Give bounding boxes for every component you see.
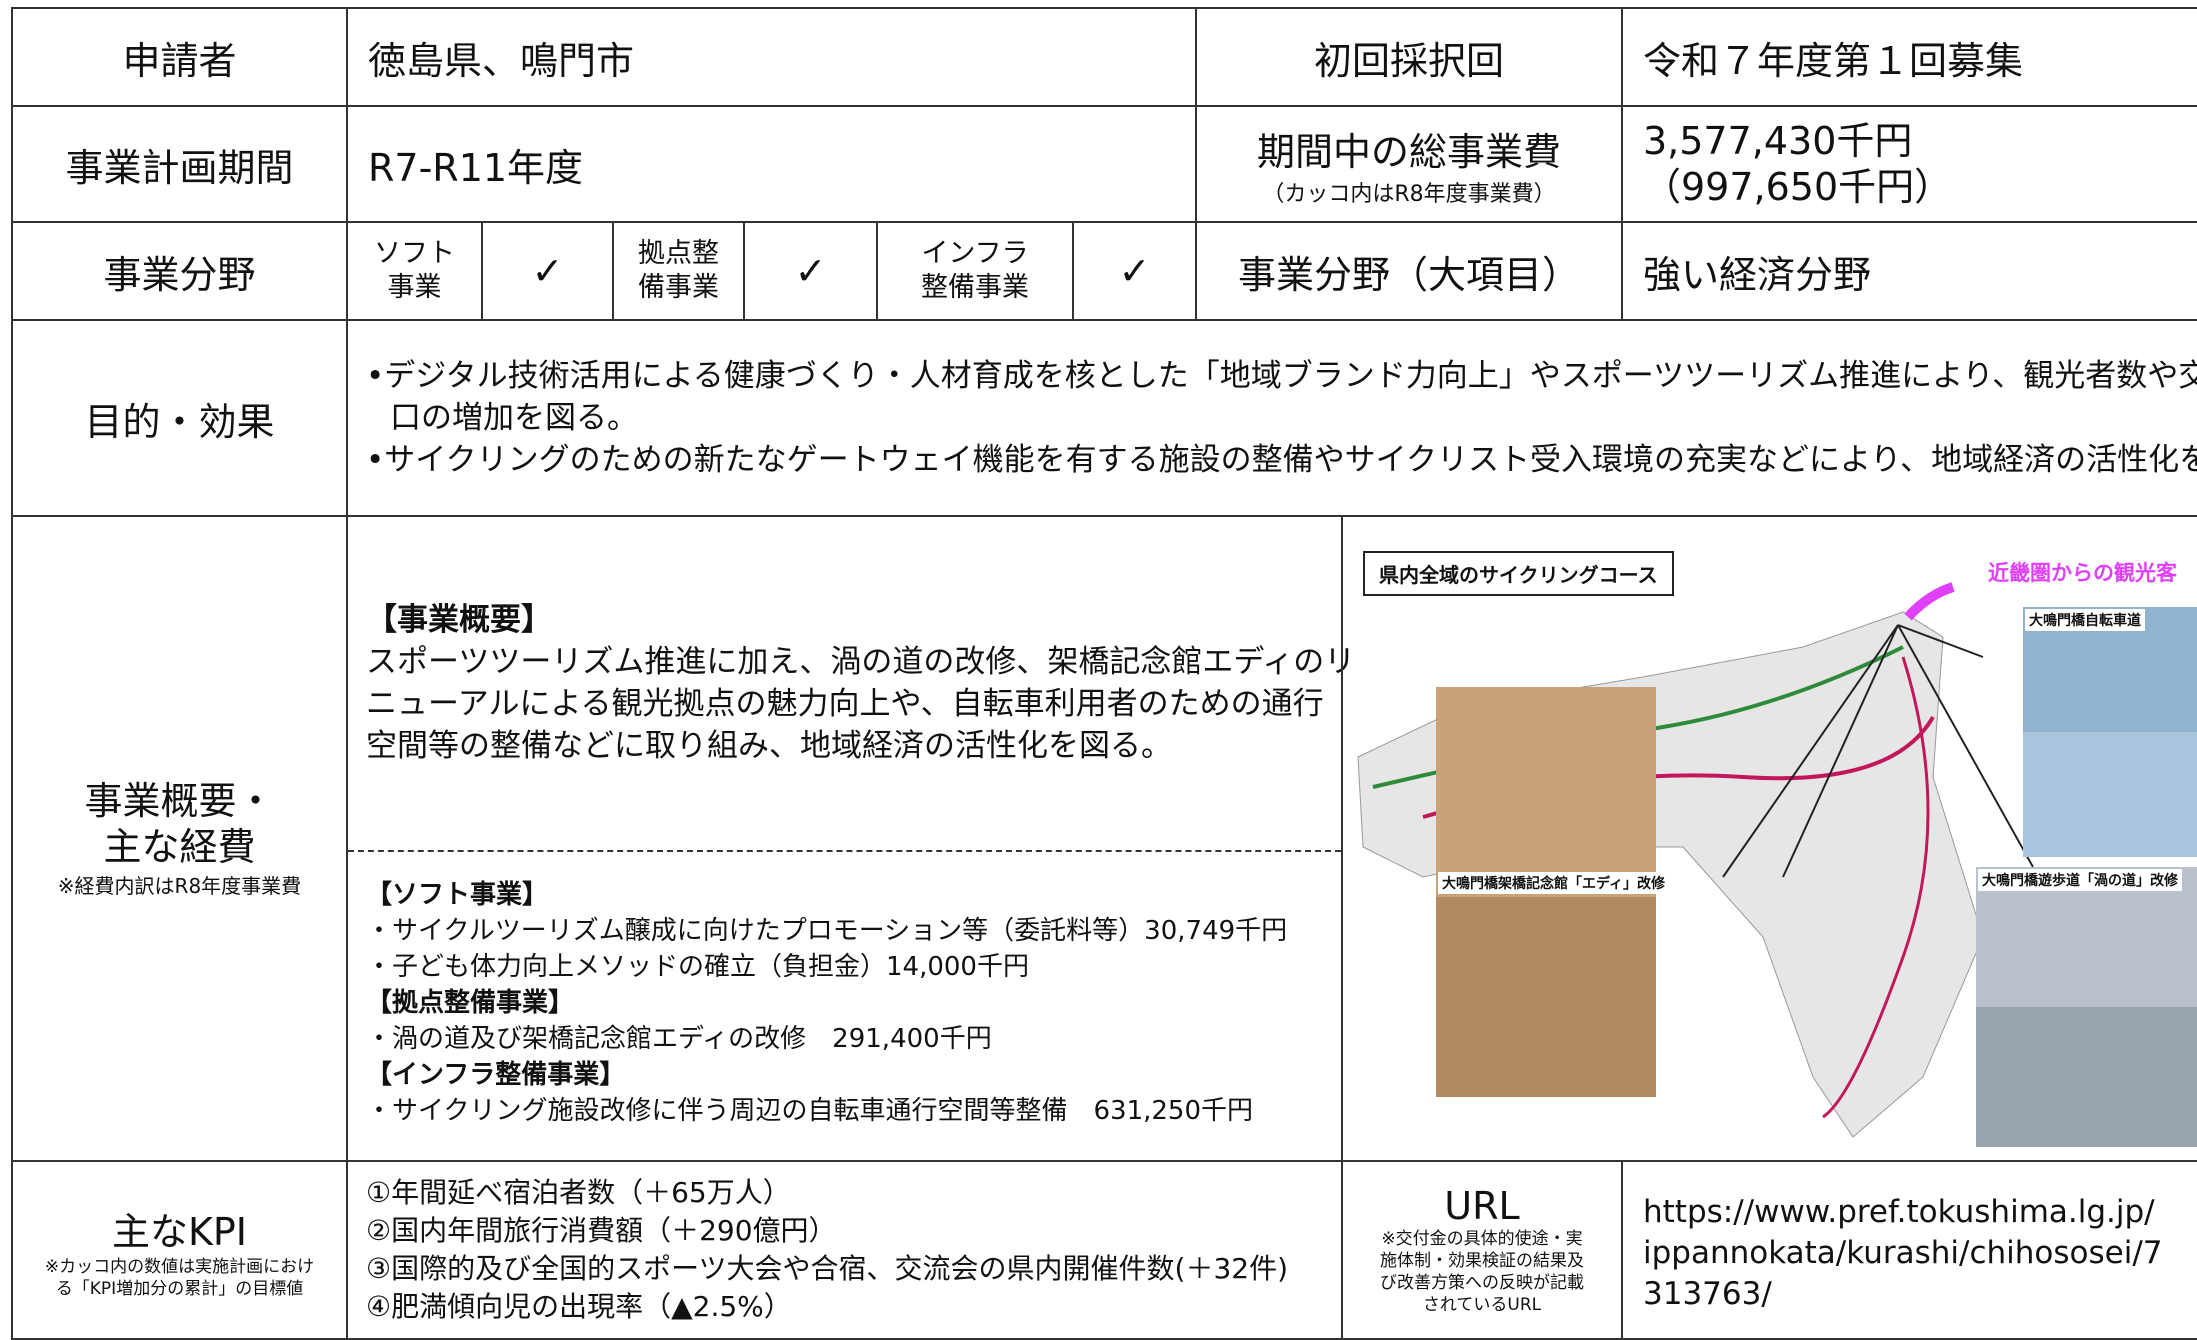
- route: [1822, 656, 1930, 1119]
- photo-caption: 大鳴門橋遊歩道「渦の道」改修: [1978, 869, 2182, 891]
- url-cell: https://www.pref.tokushima.lg.jp/ ippann…: [1621, 1160, 2197, 1340]
- field-cell: ソフト 事業: [346, 221, 483, 321]
- value-cell: 3,577,430千円 （997,650千円）: [1621, 105, 2197, 223]
- label-cell: 事業概要・ 主な経費 ※経費内訳はR8年度事業費: [11, 515, 348, 1162]
- kpi-cell: ①年間延べ宿泊者数（＋65万人） ②国内年間旅行消費額（＋290億円） ③国際的…: [346, 1160, 1343, 1340]
- note: 施体制・効果検証の結果及: [1380, 1251, 1584, 1271]
- item: ・サイクリング施設改修に伴う周辺の自転車通行空間等整備 631,250千円: [366, 1096, 1253, 1126]
- check-cell: ✓: [481, 221, 614, 321]
- label-cell: 申請者: [11, 7, 348, 107]
- label: 事業分野: [103, 252, 256, 297]
- photo: [2023, 732, 2197, 857]
- kpi: ③国際的及び全国的スポーツ大会や合宿、交流会の県内開催件数(＋32件): [366, 1252, 1289, 1285]
- field: インフラ: [921, 238, 1029, 269]
- url: https://www.pref.tokushima.lg.jp/: [1643, 1194, 2155, 1230]
- field-cell: 拠点整 備事業: [612, 221, 745, 321]
- label: 目的・効果: [84, 399, 275, 444]
- arrow: [1904, 582, 1955, 621]
- field: 整備事業: [921, 272, 1029, 303]
- label-cell: 期間中の総事業費 （カッコ内はR8年度事業費）: [1195, 105, 1623, 223]
- note: ※カッコ内の数値は実施計画におけ: [44, 1256, 315, 1277]
- kpi: ①年間延べ宿泊者数（＋65万人）: [366, 1176, 791, 1209]
- field: 備事業: [638, 272, 719, 303]
- label: 事業計画期間: [65, 145, 294, 190]
- field: ソフト: [374, 238, 455, 269]
- value-cell: R7-R11年度: [346, 105, 1197, 223]
- purpose-cell: •デジタル技術活用による健康づくり・人材育成を核とした「地域ブランド力向上」やス…: [346, 319, 2197, 517]
- value: （997,650千円）: [1643, 165, 1953, 209]
- note: （カッコ内はR8年度事業費）: [1262, 181, 1556, 207]
- label-cell: URL ※交付金の具体的使途・実 施体制・効果検証の結果及 び改善方策への反映が…: [1341, 1160, 1623, 1340]
- heading: 【事業概要】: [366, 602, 552, 638]
- label: 期間中の総事業費: [1256, 129, 1561, 174]
- check: ✓: [1118, 249, 1151, 293]
- text: スポーツツーリズム推進に加え、渦の道の改修、架橋記念館エディのリ: [366, 644, 1356, 680]
- check: ✓: [794, 249, 827, 293]
- label: 初回採択回: [1313, 38, 1504, 83]
- value-cell: 徳島県、鳴門市: [346, 7, 1197, 107]
- leader: [1722, 624, 2034, 878]
- item: ・子ども体力向上メソッドの確立（負担金）14,000千円: [366, 952, 1029, 982]
- label-cell: 目的・効果: [11, 319, 348, 517]
- value: 徳島県、鳴門市: [368, 38, 635, 83]
- label-cell: 事業分野（大項目）: [1195, 221, 1623, 321]
- bullet: 口の増加を図る。: [390, 400, 638, 436]
- value-cell: 強い経済分野: [1621, 221, 2197, 321]
- label-cell: 主なKPI ※カッコ内の数値は実施計画におけ る「KPI増加分の累計」の目標値: [11, 1160, 348, 1340]
- label: 主な経費: [103, 825, 256, 869]
- bullet: •サイクリングのための新たなゲートウェイ機能を有する施設の整備やサイクリスト受入…: [366, 442, 2197, 478]
- value: 強い経済分野: [1643, 252, 1872, 297]
- item: ・渦の道及び架橋記念館エディの改修 291,400千円: [366, 1024, 992, 1054]
- field: 事業: [387, 272, 442, 303]
- field-cell: インフラ 整備事業: [876, 221, 1074, 321]
- url: ippannokata/kurashi/chihososei/7: [1643, 1235, 2163, 1271]
- photo: [1436, 897, 1656, 1097]
- kpi: ②国内年間旅行消費額（＋290億円）: [366, 1214, 837, 1247]
- photo: [1976, 1007, 2197, 1147]
- bullet: •デジタル技術活用による健康づくり・人材育成を核とした「地域ブランド力向上」やス…: [366, 358, 2197, 394]
- heading: 【拠点整備事業】: [366, 988, 575, 1018]
- note: ※交付金の具体的使途・実: [1381, 1229, 1583, 1249]
- value: 3,577,430千円: [1643, 119, 1913, 163]
- map-title: 県内全域のサイクリングコース: [1363, 551, 1674, 596]
- heading: 【ソフト事業】: [366, 880, 549, 910]
- value: R7-R11年度: [368, 145, 584, 190]
- photo-caption: 大鳴門橋自転車道: [2025, 609, 2145, 631]
- overview-cell: 【事業概要】 スポーツツーリズム推進に加え、渦の道の改修、架橋記念館エディのリ …: [346, 515, 1355, 1162]
- check-cell: ✓: [1072, 221, 1197, 321]
- label: URL: [1444, 1184, 1520, 1228]
- summary: 【事業概要】 スポーツツーリズム推進に加え、渦の道の改修、架橋記念館エディのリ …: [366, 599, 1355, 767]
- note: び改善方策への反映が記載: [1380, 1273, 1584, 1293]
- kpi: ④肥満傾向児の出現率（▲2.5%）: [366, 1290, 792, 1323]
- label-cell: 事業計画期間: [11, 105, 348, 223]
- check: ✓: [531, 249, 564, 293]
- note: されているURL: [1422, 1295, 1542, 1315]
- photo: [1436, 687, 1656, 897]
- value: 令和７年度第１回募集: [1643, 38, 2024, 83]
- note: る「KPI増加分の累計」の目標値: [55, 1278, 304, 1299]
- value-cell: 令和７年度第１回募集: [1621, 7, 2197, 107]
- label: 事業分野（大項目）: [1237, 252, 1580, 297]
- url: 313763/: [1643, 1276, 1772, 1312]
- label: 申請者: [122, 38, 237, 83]
- map-cell: 県内全域のサイクリングコース 近畿圏からの観光客 大鳴門橋自転車道 大鳴門橋架橋…: [1341, 515, 2197, 1162]
- note: ※経費内訳はR8年度事業費: [57, 874, 302, 898]
- label-cell: 初回採択回: [1195, 7, 1623, 107]
- heading: 【インフラ整備事業】: [366, 1060, 626, 1090]
- label: 主なKPI: [111, 1209, 248, 1254]
- text: 空間等の整備などに取り組み、地域経済の活性化を図る。: [366, 728, 1172, 764]
- label: 事業概要・: [84, 779, 275, 823]
- breakdown: 【ソフト事業】 ・サイクルツーリズム醸成に向けたプロモーション等（委託料等）30…: [366, 877, 1287, 1129]
- item: ・サイクルツーリズム醸成に向けたプロモーション等（委託料等）30,749千円: [366, 916, 1288, 946]
- field: 拠点整: [638, 238, 719, 269]
- label-cell: 事業分野: [11, 221, 348, 321]
- check-cell: ✓: [743, 221, 878, 321]
- map-label: 近畿圏からの観光客: [1988, 561, 2177, 585]
- text: ニューアルによる観光拠点の魅力向上や、自転車利用者のための通行: [366, 686, 1324, 722]
- divider: [348, 850, 1341, 852]
- photo-caption: 大鳴門橋架橋記念館「エディ」改修: [1438, 872, 1670, 894]
